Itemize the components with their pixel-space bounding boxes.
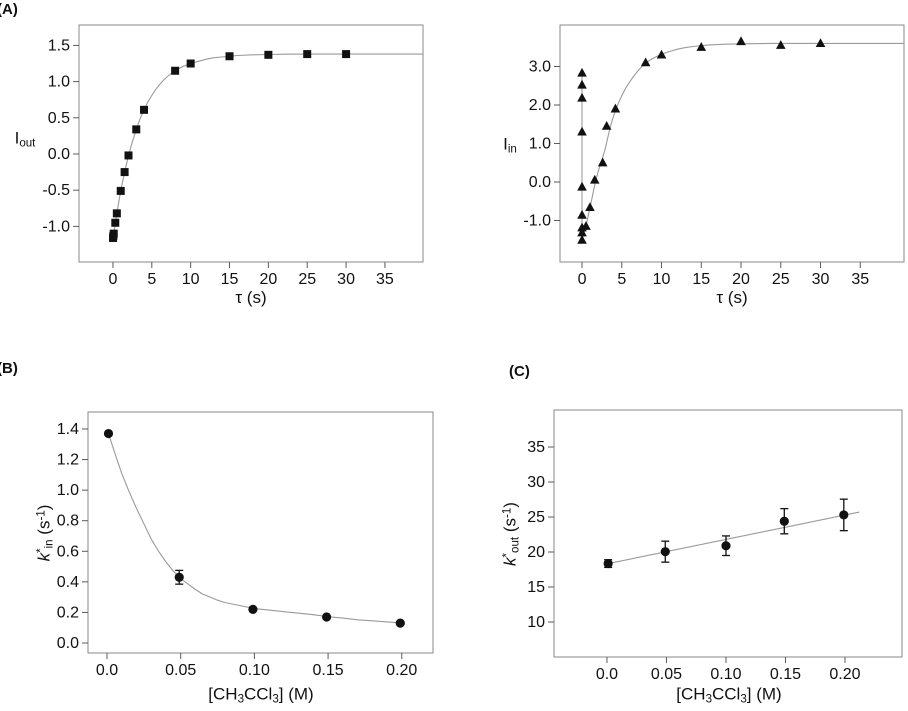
svg-text:1.5: 1.5 <box>48 37 70 54</box>
svg-text:0.6: 0.6 <box>57 543 79 560</box>
svg-text:5: 5 <box>147 271 156 288</box>
svg-text:0.0: 0.0 <box>57 635 79 652</box>
svg-text:1.0: 1.0 <box>529 136 551 153</box>
svg-text:1.0: 1.0 <box>57 482 79 499</box>
chart-b-kin-vs-concentration: 0.0 0.05 0.10 0.15 0.20 1.4 1.2 1.0 0.8 0.6 0.4 0.2… <box>57 411 434 679</box>
svg-text:0: 0 <box>578 271 587 288</box>
chart-b-y-axis-label: k*in (s-1) <box>34 504 56 562</box>
svg-text:20: 20 <box>259 271 277 288</box>
svg-text:0.05: 0.05 <box>651 666 682 683</box>
svg-text:0.0: 0.0 <box>596 666 618 683</box>
svg-text:0.0: 0.0 <box>48 146 70 163</box>
panel-c-label: (C) <box>509 363 530 380</box>
svg-text:25: 25 <box>527 509 545 526</box>
svg-text:30: 30 <box>527 474 545 491</box>
svg-text:0.4: 0.4 <box>57 574 79 591</box>
svg-text:15: 15 <box>527 579 545 596</box>
svg-text:15: 15 <box>221 271 239 288</box>
svg-text:35: 35 <box>376 271 394 288</box>
svg-text:20: 20 <box>732 271 750 288</box>
svg-text:30: 30 <box>337 271 355 288</box>
svg-text:10: 10 <box>527 614 545 631</box>
svg-text:0.8: 0.8 <box>57 513 79 530</box>
chart-a-right-iin-vs-tau: 0 5 10 15 20 25 30 35 3.0 2.0 1.0 0.0 -1.0 <box>523 24 905 288</box>
svg-text:-0.5: -0.5 <box>42 182 70 199</box>
chart-c-y-axis-label: k*out (s-1) <box>500 502 522 566</box>
svg-text:10: 10 <box>653 271 671 288</box>
svg-text:35: 35 <box>527 439 545 456</box>
svg-text:3.0: 3.0 <box>529 59 551 76</box>
svg-text:35: 35 <box>851 271 869 288</box>
svg-text:0.10: 0.10 <box>710 666 741 683</box>
panel-b-label: (B) <box>0 360 18 377</box>
svg-text:0: 0 <box>109 271 118 288</box>
svg-text:15: 15 <box>692 271 710 288</box>
svg-text:10: 10 <box>182 271 200 288</box>
svg-text:-1.0: -1.0 <box>523 212 551 229</box>
svg-text:0.05: 0.05 <box>165 662 196 679</box>
chart-c-x-axis-label: [CH3CCl3] (M) <box>676 684 782 706</box>
svg-text:0.10: 0.10 <box>239 662 270 679</box>
svg-text:25: 25 <box>298 271 316 288</box>
svg-text:1.2: 1.2 <box>57 452 79 469</box>
svg-text:-1.0: -1.0 <box>42 218 70 235</box>
svg-text:0.5: 0.5 <box>48 110 70 127</box>
chart-a-right-x-axis-label: τ (s) <box>716 288 748 307</box>
chart-a-right-y-axis-label: Iin <box>503 134 517 156</box>
svg-text:0.15: 0.15 <box>770 666 801 683</box>
chart-a-left-iout-vs-tau: 0 5 10 15 20 25 30 35 1.5 1.0 0.5 0.0 -0.5 -1.0 <box>42 24 424 288</box>
svg-text:25: 25 <box>772 271 790 288</box>
chart-c-kout-vs-concentration: 0.0 0.05 0.10 0.15 0.20 35 30 25 20 15 10 <box>527 409 903 683</box>
svg-text:1.4: 1.4 <box>57 421 79 438</box>
svg-text:20: 20 <box>527 544 545 561</box>
svg-text:0.15: 0.15 <box>313 662 344 679</box>
svg-text:0.0: 0.0 <box>529 174 551 191</box>
svg-text:2.0: 2.0 <box>529 97 551 114</box>
svg-text:1.0: 1.0 <box>48 74 70 91</box>
svg-text:0.20: 0.20 <box>829 666 860 683</box>
svg-text:0.2: 0.2 <box>57 604 79 621</box>
chart-b-x-axis-label: [CH3CCl3] (M) <box>208 684 314 706</box>
svg-text:30: 30 <box>812 271 830 288</box>
svg-text:0.20: 0.20 <box>386 662 417 679</box>
panel-a-label: (A) <box>0 1 18 18</box>
svg-text:0.0: 0.0 <box>96 662 118 679</box>
svg-text:5: 5 <box>617 271 626 288</box>
chart-a-left-y-axis-label: Iout <box>14 128 36 150</box>
chart-a-left-x-axis-label: τ (s) <box>235 288 267 307</box>
